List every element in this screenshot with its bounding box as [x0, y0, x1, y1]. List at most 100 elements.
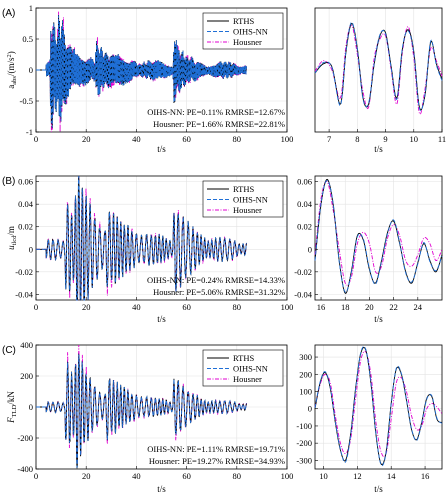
x-tick-label: 10	[410, 134, 419, 144]
series-line-rths	[314, 346, 443, 466]
series-line-housner	[314, 24, 443, 115]
zoom-plot-(B): 16 18 20 22 24 -0.04 -0.02 0 0.02 0.04 0.06	[294, 175, 443, 312]
y-tick-label: -0.02	[294, 267, 312, 277]
legend-label: OIHS-NN	[233, 364, 268, 374]
series-line-oihs-nn	[36, 175, 247, 301]
x-tick-label: 18	[341, 302, 350, 312]
main-plot-(C): 0 20 40 60 80 100-400-2000200400RTHSOIHS-NNHo…	[17, 340, 293, 481]
x-tick-label: 24	[414, 302, 423, 312]
x-tick-label: 0	[34, 302, 38, 312]
series-line-housner	[314, 180, 443, 286]
y-tick-label: 0.04	[297, 199, 313, 209]
series-line-oihs-nn	[314, 21, 443, 112]
y-tick-label: 0.5	[22, 34, 33, 44]
series-line-rths	[314, 22, 443, 111]
legend-label: Housner	[233, 374, 262, 384]
y-tick-label: 0.02	[297, 222, 312, 232]
y-axis-label: utlcd/m	[6, 226, 18, 250]
y-tick-label: 0.02	[18, 222, 33, 232]
plot-frame	[314, 175, 443, 301]
x-tick-label: 60	[182, 471, 191, 481]
y-tick-label: 400	[20, 340, 33, 350]
x-tick-label: 14	[387, 471, 396, 481]
x-tick-label: 40	[132, 134, 141, 144]
x-tick-label: 100	[281, 134, 294, 144]
series-line-housner	[314, 350, 443, 458]
annotation-oihs: OIHS-NN: PE=0.24% RMRSE=14.33%	[147, 275, 285, 285]
legend-label: Housner	[233, 205, 262, 215]
x-axis-label-zoom: t/s	[374, 144, 383, 154]
x-tick-label: 0	[34, 471, 38, 481]
x-tick-label: 22	[389, 302, 398, 312]
legend-label: Housner	[233, 37, 262, 47]
x-axis-label-zoom: t/s	[374, 314, 383, 324]
x-tick-label: 20	[365, 302, 374, 312]
y-tick-label: 100	[299, 387, 312, 397]
x-tick-label: 20	[82, 471, 91, 481]
x-tick-label: 16	[317, 302, 326, 312]
y-axis-label: FTLD/kN	[6, 391, 18, 424]
x-tick-label: 20	[82, 134, 91, 144]
y-tick-label: -0.5	[20, 96, 33, 106]
x-axis-label: t/s	[157, 484, 166, 494]
main-plot-(B): 0 20 40 60 80 100-0.04-0.0200.020.040.06RTHSO…	[15, 175, 294, 312]
series-line-oihs-nn	[36, 15, 247, 128]
y-tick-label: 0	[29, 402, 33, 412]
plot-frame	[35, 175, 288, 301]
zoom-plot-(A): 7 8 9 10 11	[314, 7, 446, 144]
legend-label: RTHS	[233, 353, 254, 363]
y-tick-label: 0	[308, 404, 312, 414]
x-axis-label: t/s	[157, 144, 166, 154]
x-tick-label: 80	[233, 302, 242, 312]
x-tick-label: 11	[438, 134, 446, 144]
x-tick-label: 60	[182, 302, 191, 312]
y-tick-label: 0	[308, 244, 312, 254]
y-tick-label: -0.04	[294, 289, 312, 299]
zoom-plot-(C): 10 12 14 16 -300 -200 -100 0 100 200 300	[296, 344, 443, 481]
y-tick-label: 200	[20, 371, 33, 381]
y-tick-label: -1	[26, 127, 33, 137]
x-tick-label: 100	[281, 302, 294, 312]
annotation-housner: Housner: PE=19.27% RMRSE=34.93%	[149, 456, 285, 466]
y-tick-label: 200	[299, 369, 312, 379]
annotation-housner: Housner: PE=1.66% RMRSE=22.81%	[153, 119, 285, 129]
x-tick-label: 7	[327, 134, 331, 144]
x-tick-label: 10	[319, 471, 328, 481]
x-tick-label: 40	[132, 471, 141, 481]
y-tick-label: -400	[17, 464, 33, 474]
series-line-oihs-nn	[36, 353, 247, 468]
annotation-oihs: OIHS-NN: PE=0.11% RMRSE=12.67%	[147, 107, 285, 117]
panel-label: (B)	[2, 176, 15, 187]
x-tick-label: 12	[353, 471, 362, 481]
y-tick-label: -200	[17, 433, 33, 443]
x-tick-label: 100	[281, 471, 294, 481]
y-tick-label: 0	[29, 244, 33, 254]
x-tick-label: 60	[182, 134, 191, 144]
y-tick-label: -100	[296, 421, 312, 431]
x-tick-label: 16	[421, 471, 430, 481]
series-line-oihs-nn	[314, 346, 443, 467]
y-tick-label: 0.04	[18, 199, 34, 209]
x-axis-label: t/s	[157, 314, 166, 324]
x-tick-label: 0	[34, 134, 38, 144]
y-tick-label: 0.06	[297, 177, 312, 187]
x-axis-label-zoom: t/s	[374, 484, 383, 494]
y-tick-label: 300	[299, 352, 312, 362]
y-tick-label: -300	[296, 455, 312, 465]
plot-frame	[314, 7, 443, 133]
legend-label: RTHS	[233, 16, 254, 26]
panel-label: (C)	[2, 345, 16, 356]
x-tick-label: 9	[383, 134, 387, 144]
y-axis-label: aabs/(m/s2)	[6, 51, 18, 88]
legend-label: RTHS	[233, 184, 254, 194]
annotation-housner: Housner: PE=5.06% RMRSE=31.32%	[153, 287, 285, 297]
annotation-oihs: OIHS-NN: PE=1.11% RMRSE=19.71%	[147, 444, 285, 454]
x-tick-label: 20	[82, 302, 91, 312]
main-plot-(A): 0 20 40 60 80 100-1-0.500.51RTHSOIHS-NNHousne…	[20, 3, 294, 144]
legend-label: OIHS-NN	[233, 27, 268, 37]
y-tick-label: -0.04	[15, 289, 33, 299]
x-tick-label: 80	[233, 471, 242, 481]
y-tick-label: 0	[29, 65, 33, 75]
x-tick-label: 80	[233, 134, 242, 144]
